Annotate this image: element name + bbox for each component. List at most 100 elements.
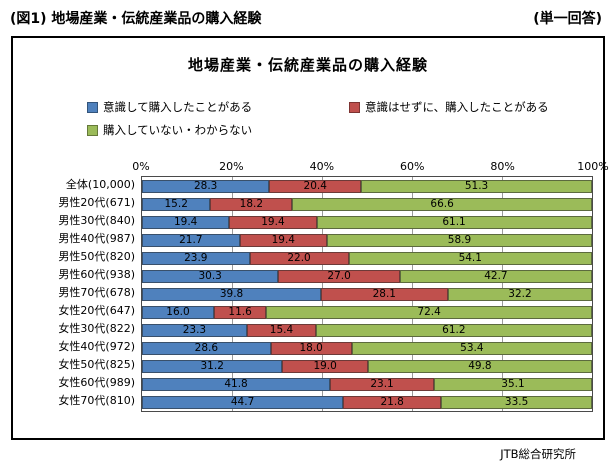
bar-value-label: 20.4 xyxy=(303,180,327,192)
figure-caption: (図1) 地場産業・伝統産業品の購入経験 xyxy=(10,11,262,27)
bar-row: 16.0 11.6 72.4 xyxy=(142,303,592,321)
bar-segment: 39.8 xyxy=(142,287,322,301)
bar-segment: 49.8 xyxy=(367,359,592,373)
bar-value-label: 15.2 xyxy=(164,198,188,210)
bar-row: 21.7 19.4 58.9 xyxy=(142,231,592,249)
x-tick: 100% xyxy=(577,160,609,173)
x-axis: 0% 20% 40% 60% 80% 100% xyxy=(23,160,608,176)
bar-segment: 54.1 xyxy=(348,251,592,265)
bar-value-label: 30.3 xyxy=(198,270,222,282)
x-axis-ticks: 0% 20% 40% 60% 80% 100% xyxy=(132,160,608,176)
bar-segment: 33.5 xyxy=(441,395,592,409)
bar-value-label: 53.4 xyxy=(460,342,484,354)
bar-segment: 21.7 xyxy=(142,233,240,247)
legend-swatch-blue-icon xyxy=(87,101,98,113)
bar-segment: 51.3 xyxy=(361,179,592,193)
bar-track: 21.7 19.4 58.9 xyxy=(142,233,592,247)
bar-track: 28.3 20.4 51.3 xyxy=(142,179,592,193)
bar-segment: 22.0 xyxy=(249,251,349,265)
bar-value-label: 32.2 xyxy=(508,288,532,300)
legend-item-none: 購入していない・わからない xyxy=(87,122,349,138)
chart-container: 地場産業・伝統産業品の購入経験 意識して購入したことがある 意識はせずに、購入し… xyxy=(11,36,609,440)
bar-track: 15.2 18.2 66.6 xyxy=(142,197,592,211)
category-label: 全体(10,000) xyxy=(65,178,135,191)
bar-value-label: 19.4 xyxy=(261,216,285,228)
bar-track: 28.6 18.0 53.4 xyxy=(142,341,592,355)
answer-type-label: (単一回答) xyxy=(533,11,602,27)
legend-label: 意識はせずに、購入したことがある xyxy=(365,100,549,114)
bar-value-label: 41.8 xyxy=(224,378,248,390)
bar-track: 41.8 23.1 35.1 xyxy=(142,377,592,391)
bar-segment: 28.3 xyxy=(142,179,270,193)
bar-segment: 15.4 xyxy=(246,323,317,337)
x-tick: 60% xyxy=(399,160,425,173)
x-tick: 40% xyxy=(309,160,335,173)
bar-track: 23.9 22.0 54.1 xyxy=(142,251,592,265)
category-label: 女性40代(972) xyxy=(58,340,135,353)
bar-value-label: 18.0 xyxy=(299,342,323,354)
bar-segment: 11.6 xyxy=(214,305,267,319)
bar-row: 31.2 19.0 49.8 xyxy=(142,357,592,375)
bar-value-label: 42.7 xyxy=(484,270,508,282)
category-label: 男性60代(938) xyxy=(58,268,135,281)
bar-track: 44.7 21.8 33.5 xyxy=(142,395,592,409)
plot-wrap: 0% 20% 40% 60% 80% 100% 全体(10,000) 男性20代(… xyxy=(23,160,609,412)
category-label: 女性70代(810) xyxy=(58,394,135,407)
bar-value-label: 61.1 xyxy=(442,216,466,228)
category-label: 男性50代(820) xyxy=(58,250,135,263)
bar-row: 41.8 23.1 35.1 xyxy=(142,375,592,393)
bar-row: 30.3 27.0 42.7 xyxy=(142,267,592,285)
bar-value-label: 18.2 xyxy=(239,198,264,210)
bar-track: 30.3 27.0 42.7 xyxy=(142,269,592,283)
bar-segment: 23.9 xyxy=(142,251,250,265)
bar-row: 28.3 20.4 51.3 xyxy=(142,177,592,195)
legend-label: 購入していない・わからない xyxy=(103,123,253,137)
bar-segment: 58.9 xyxy=(326,233,592,247)
bar-row: 44.7 21.8 33.5 xyxy=(142,393,592,411)
bar-segment: 16.0 xyxy=(142,305,214,319)
legend-label: 意識して購入したことがある xyxy=(103,100,253,114)
bar-segment: 18.0 xyxy=(270,341,352,355)
bar-value-label: 19.0 xyxy=(313,360,337,372)
category-label: 女性20代(647) xyxy=(58,304,135,317)
bar-value-label: 22.0 xyxy=(287,252,311,264)
legend-item-intentional: 意識して購入したことがある xyxy=(87,99,349,115)
bar-value-label: 58.9 xyxy=(447,234,472,246)
bar-segment: 15.2 xyxy=(142,197,211,211)
chart-title: 地場産業・伝統産業品の購入経験 xyxy=(187,56,428,74)
bar-segment: 18.2 xyxy=(210,197,293,211)
bar-segment: 72.4 xyxy=(266,305,592,319)
bar-segment: 53.4 xyxy=(351,341,592,355)
bar-segment: 31.2 xyxy=(142,359,283,373)
bar-value-label: 28.1 xyxy=(372,288,396,300)
x-tick: 20% xyxy=(219,160,244,173)
bar-value-label: 23.9 xyxy=(184,252,208,264)
bar-value-label: 51.3 xyxy=(464,180,489,192)
category-label: 男性30代(840) xyxy=(58,214,135,227)
category-label: 男性70代(678) xyxy=(58,286,135,299)
category-labels: 全体(10,000) 男性20代(671) 男性30代(840) 男性40代(987)… xyxy=(23,176,141,412)
bar-track: 19.4 19.4 61.1 xyxy=(142,215,592,229)
bar-value-label: 19.4 xyxy=(173,216,198,228)
source-label: JTB総合研究所 xyxy=(500,447,576,461)
bar-row: 23.9 22.0 54.1 xyxy=(142,249,592,267)
bar-value-label: 31.2 xyxy=(200,360,224,372)
category-label: 男性40代(987) xyxy=(58,232,135,245)
category-label: 男性20代(671) xyxy=(58,196,135,209)
bar-row: 23.3 15.4 61.2 xyxy=(142,321,592,339)
bar-segment: 28.6 xyxy=(142,341,271,355)
axis-spacer xyxy=(23,160,141,176)
bar-value-label: 28.6 xyxy=(194,342,219,354)
bar-segment: 61.2 xyxy=(316,323,592,337)
bar-value-label: 39.8 xyxy=(219,288,244,300)
bar-row: 39.8 28.1 32.2 xyxy=(142,285,592,303)
category-label: 女性50代(825) xyxy=(58,358,135,371)
bar-track: 31.2 19.0 49.8 xyxy=(142,359,592,373)
legend: 意識して購入したことがある 意識はせずに、購入したことがある 購入していない・わ… xyxy=(87,99,593,138)
bar-segment: 32.2 xyxy=(447,287,592,301)
bar-value-label: 11.6 xyxy=(228,306,252,318)
bar-value-label: 54.1 xyxy=(458,252,482,264)
bar-segment: 35.1 xyxy=(434,377,592,391)
bar-value-label: 33.5 xyxy=(504,396,529,408)
